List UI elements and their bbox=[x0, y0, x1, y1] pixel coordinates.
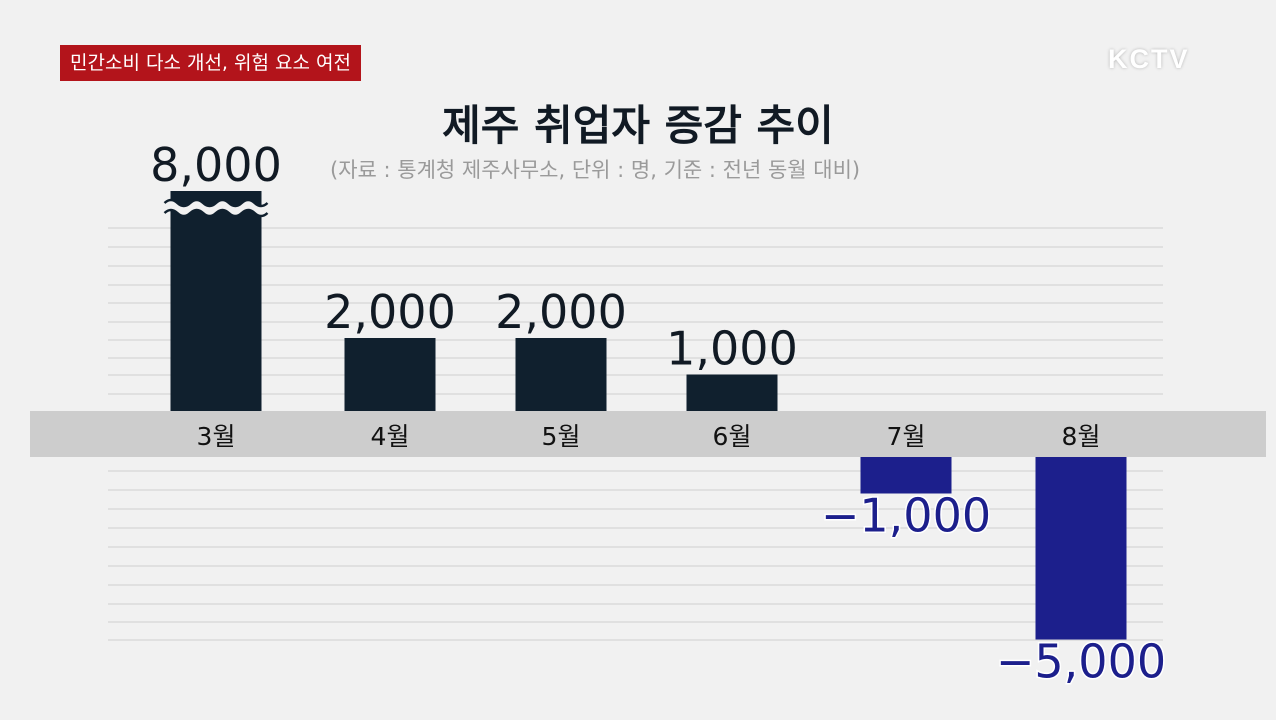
value-label: 1,000 bbox=[666, 322, 798, 376]
value-label: 2,000 bbox=[495, 285, 627, 339]
gridlines bbox=[108, 227, 1163, 641]
chart-title: 제주 취업자 증감 추이 bbox=[442, 101, 834, 150]
category-label: 5월 bbox=[542, 422, 581, 451]
news-caption: 민간소비 다소 개선, 위험 요소 여전 bbox=[60, 45, 361, 81]
category-label: 8월 bbox=[1062, 422, 1101, 451]
value-label: −5,000 bbox=[996, 635, 1166, 689]
chart-subtitle: (자료 : 통계청 제주사무소, 단위 : 명, 기준 : 전년 동월 대비) bbox=[330, 158, 861, 182]
bars bbox=[161, 191, 1127, 640]
value-label: −1,000 bbox=[821, 489, 991, 543]
axis-break-line bbox=[163, 198, 269, 208]
category-label: 7월 bbox=[887, 422, 926, 451]
bar-3월 bbox=[170, 191, 262, 411]
kctv-logo: KCTV bbox=[1108, 44, 1190, 74]
bar-5월 bbox=[515, 338, 607, 411]
bar-7월 bbox=[860, 457, 952, 494]
labels: 8,000 3월 2,000 4월 2,000 5월 1,000 6월 −1,000 7월 −5,0… bbox=[150, 138, 1167, 690]
zero-axis-band bbox=[30, 411, 1266, 457]
bar-6월 bbox=[686, 374, 778, 411]
value-label: 2,000 bbox=[324, 285, 456, 339]
axis-break-gap bbox=[161, 200, 271, 216]
axis-break-line bbox=[163, 208, 269, 218]
bar-4월 bbox=[344, 338, 436, 411]
category-label: 4월 bbox=[371, 422, 410, 451]
axis-band bbox=[30, 411, 1266, 457]
category-label: 3월 bbox=[197, 422, 236, 451]
bar-8월 bbox=[1035, 457, 1127, 640]
value-label: 8,000 bbox=[150, 138, 282, 192]
category-label: 6월 bbox=[713, 422, 752, 451]
